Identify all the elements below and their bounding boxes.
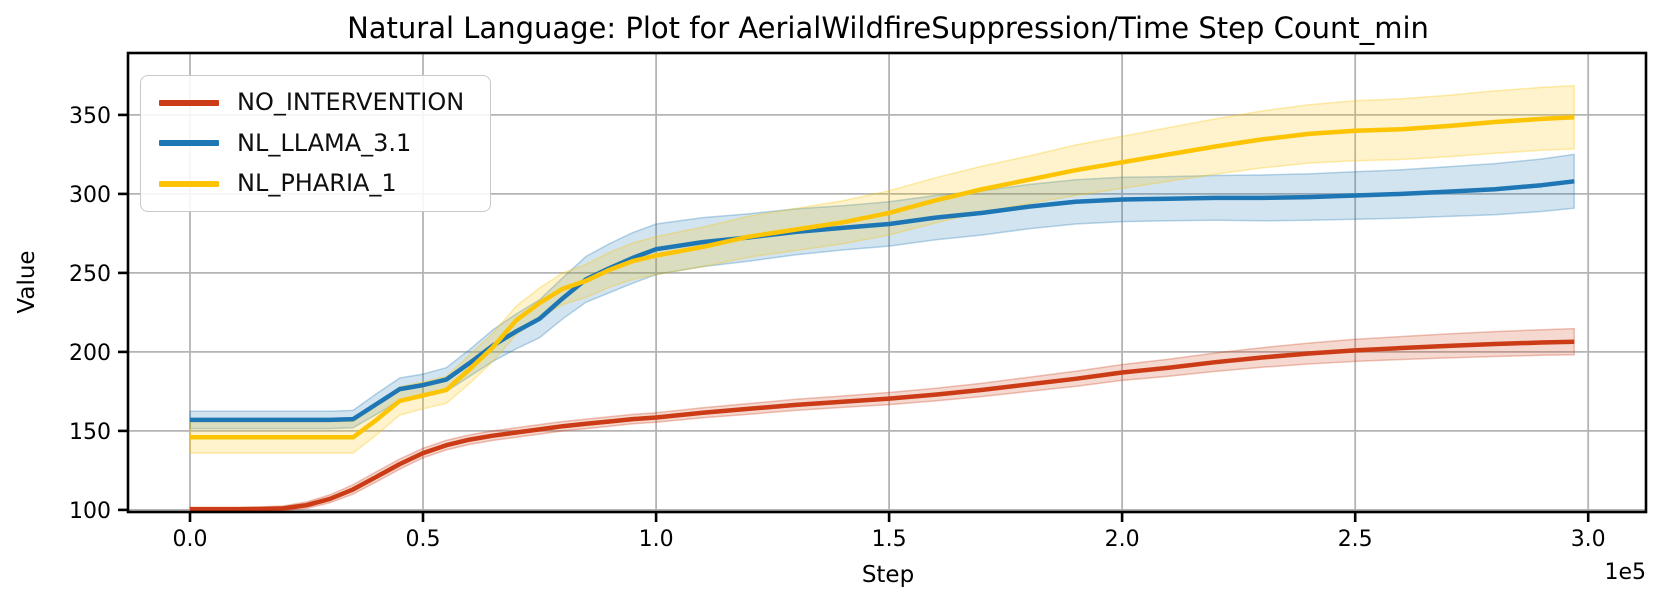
legend-line-icon (159, 140, 219, 147)
legend-label: NL_LLAMA_3.1 (237, 128, 412, 157)
legend-label: NL_PHARIA_1 (237, 169, 397, 198)
legend-item: NL_LLAMA_3.1 (159, 128, 464, 158)
confidence-band (189, 153, 1575, 430)
y-tick-label: 300 (69, 183, 111, 208)
legend-line-icon (159, 180, 219, 187)
plot-border (126, 51, 1648, 514)
chart-title: Natural Language: Plot for AerialWildfir… (347, 11, 1429, 45)
y-tick-label: 100 (69, 499, 111, 524)
y-tick-label: 250 (69, 262, 111, 287)
x-tick-label: 1.5 (872, 527, 907, 552)
x-tick-label: 0.0 (173, 527, 208, 552)
y-tick-label: 350 (69, 104, 111, 129)
series-line (190, 115, 1575, 440)
series-line (190, 339, 1575, 512)
x-tick-label: 0.5 (406, 527, 441, 552)
legend: NO_INTERVENTION NL_LLAMA_3.1 NL_PHARIA_1 (140, 75, 492, 212)
x-tick-label: 2.0 (1105, 527, 1140, 552)
y-axis-label: Value (14, 250, 40, 314)
confidence-band (189, 327, 1575, 512)
legend-label: NO_INTERVENTION (237, 88, 465, 116)
confidence-band (189, 84, 1575, 454)
series-line (190, 179, 1575, 423)
x-axis-offset-label: 1e5 (1604, 560, 1646, 585)
legend-item: NO_INTERVENTION (159, 88, 465, 117)
x-tick-label: 2.5 (1338, 527, 1373, 552)
x-tick-label: 3.0 (1571, 527, 1606, 552)
y-tick-label: 150 (69, 420, 111, 445)
y-tick-label: 200 (69, 341, 111, 366)
legend-line-icon (159, 99, 219, 106)
x-axis-label: Step (861, 562, 915, 588)
legend-item: NL_PHARIA_1 (159, 170, 464, 198)
x-tick-label: 1.0 (639, 527, 674, 552)
